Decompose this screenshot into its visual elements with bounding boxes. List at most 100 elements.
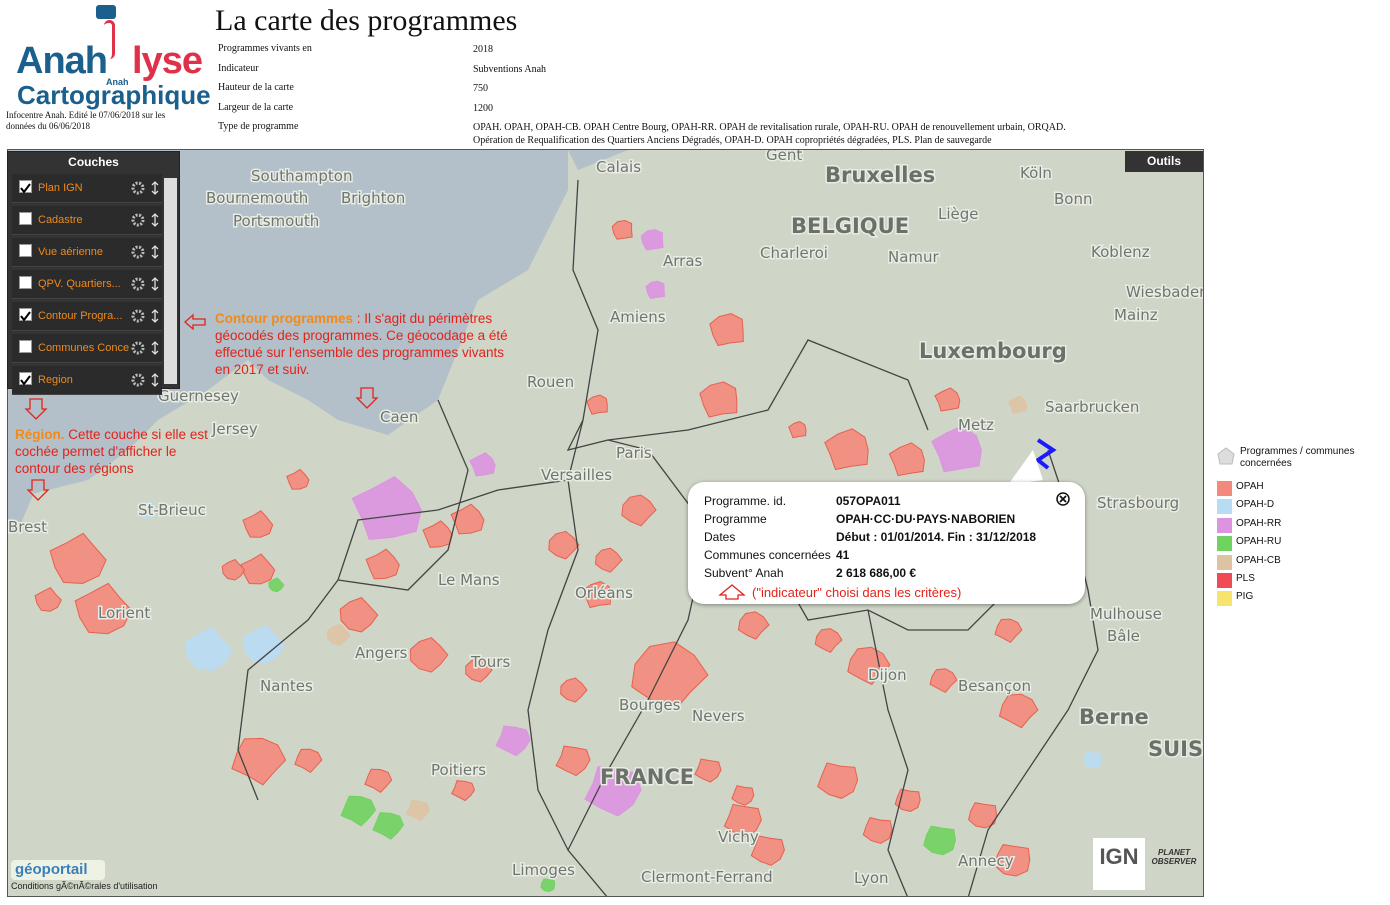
layer-row[interactable]: Communes Conce <box>12 334 162 363</box>
tools-button[interactable]: Outils <box>1125 151 1203 172</box>
programme-perimeter <box>1083 751 1102 769</box>
place-label: Charleroi <box>760 244 828 262</box>
layer-row[interactable]: Cadastre <box>12 206 162 235</box>
programme-perimeter <box>409 637 449 673</box>
programme-perimeter <box>929 668 958 694</box>
programme-perimeter <box>138 500 159 519</box>
popup-value: 2 618 686,00 € <box>836 566 917 580</box>
legend-swatch <box>1217 517 1232 533</box>
map-labels: Calais Gent Bruxelles Southampton Bournemout… <box>8 150 1204 889</box>
programme-perimeter <box>372 812 405 840</box>
selected-programme <box>1034 438 1057 470</box>
place-label: Vichy <box>718 828 759 846</box>
layer-settings[interactable] <box>130 212 160 233</box>
layer-settings[interactable] <box>130 180 160 201</box>
place-label: SUISSE <box>1148 737 1204 761</box>
programme-perimeter <box>340 795 377 827</box>
place-label: Poitiers <box>431 761 486 779</box>
layer-row[interactable]: Contour Progra... <box>12 302 162 331</box>
popup-value: OPAH·CC·DU·PAYS·NABORIEN <box>836 512 1016 526</box>
arrow-icon <box>26 478 50 507</box>
layer-name: Contour Progra... <box>38 310 123 322</box>
programme-perimeter <box>862 817 893 844</box>
arrow-icon <box>355 386 379 415</box>
scrollbar[interactable] <box>164 178 177 384</box>
programme-perimeter <box>548 530 580 560</box>
page-title: La carte des programmes <box>215 4 518 37</box>
settings-icons <box>131 181 159 195</box>
place-label: Saarbrucken <box>1045 398 1139 416</box>
popup-value: 057OPA011 <box>836 494 901 508</box>
programme-perimeter <box>422 520 453 548</box>
programme-perimeter <box>582 581 612 609</box>
layer-settings[interactable] <box>130 276 160 297</box>
layer-settings[interactable] <box>130 372 160 393</box>
programme-perimeters <box>34 183 1102 892</box>
place-label: Bonn <box>1054 190 1092 208</box>
region-border <box>237 419 584 801</box>
legend-icon <box>1217 447 1235 465</box>
checkmark <box>20 375 31 386</box>
annotation: ("indicateur" choisi dans les critères) <box>752 585 962 600</box>
programme-perimeter <box>465 657 493 683</box>
popup-label: Communes concernées <box>704 548 831 562</box>
place-label: St-Brieuc <box>138 501 206 519</box>
place-label: Le Mans <box>438 571 500 589</box>
terms-link[interactable]: Conditions gÃ©nÃ©rales d'utilisation <box>11 881 158 891</box>
programme-perimeter <box>221 558 246 581</box>
parameter-label: Type de programme <box>218 121 299 132</box>
region-border <box>607 439 1049 631</box>
programme-perimeter <box>645 280 665 300</box>
layer-checkbox[interactable] <box>19 372 32 386</box>
layer-checkbox[interactable] <box>19 244 32 257</box>
place-label: Jersey <box>211 420 258 438</box>
programme-perimeter <box>351 476 422 540</box>
edition-note: Infocentre Anah. Edité le 07/06/2018 sur… <box>6 110 166 131</box>
logo-text: Anah <box>106 77 129 87</box>
layer-checkbox[interactable] <box>19 276 32 289</box>
place-label: Clermont-Ferrand <box>641 868 773 886</box>
place-label: Calais <box>596 158 641 176</box>
layer-row[interactable]: Vue aérienne <box>12 238 162 267</box>
layer-checkbox[interactable] <box>19 180 32 194</box>
layer-settings[interactable] <box>130 340 160 361</box>
layer-row[interactable]: Plan IGN <box>12 174 162 203</box>
layer-settings[interactable] <box>130 308 160 329</box>
close-button[interactable] <box>1056 492 1070 506</box>
programme-perimeter <box>621 494 657 527</box>
settings-icons <box>131 309 159 323</box>
legend-swatch <box>1217 554 1232 570</box>
layer-row[interactable]: Region <box>12 366 162 395</box>
region-border <box>567 529 709 896</box>
place-label: FRANCE <box>600 765 694 789</box>
geoportail-logo[interactable]: géoportail <box>11 860 105 880</box>
annotation-bold: Contour programmes <box>215 311 354 326</box>
layer-checkbox[interactable] <box>19 340 32 353</box>
place-label: Lyon <box>854 869 889 887</box>
programme-perimeter <box>268 577 285 593</box>
panel-title: Couches <box>68 155 119 169</box>
layer-row[interactable]: QPV. Quartiers... <box>12 270 162 299</box>
programme-perimeter <box>594 547 623 573</box>
programme-perimeter <box>242 624 285 664</box>
programme-perimeter <box>994 618 1023 644</box>
legend-swatch <box>1217 499 1232 515</box>
place-label: Brighton <box>341 189 405 207</box>
programme-perimeter <box>34 586 62 612</box>
annotation: Contour programmes : Il s'agit du périmè… <box>215 310 515 378</box>
layer-checkbox[interactable] <box>19 212 32 225</box>
layers-panel: Couches Plan IGN Cadastre Vue aérienne QPV.… <box>7 151 180 395</box>
settings-icons <box>131 277 159 291</box>
planet-logo: PLANET OBSERVER <box>1151 848 1197 866</box>
sea <box>8 490 33 530</box>
legend-label: OPAH-CB <box>1236 554 1281 566</box>
layer-checkbox[interactable] <box>19 308 32 322</box>
place-label: Guernesey <box>158 387 239 405</box>
layer-settings[interactable] <box>130 244 160 265</box>
region-border <box>867 609 909 896</box>
programme-perimeter <box>555 745 591 777</box>
programme-perimeter <box>694 758 722 783</box>
settings-icons <box>131 213 159 227</box>
place-label: Liège <box>938 205 979 223</box>
logo-shape <box>104 20 115 59</box>
